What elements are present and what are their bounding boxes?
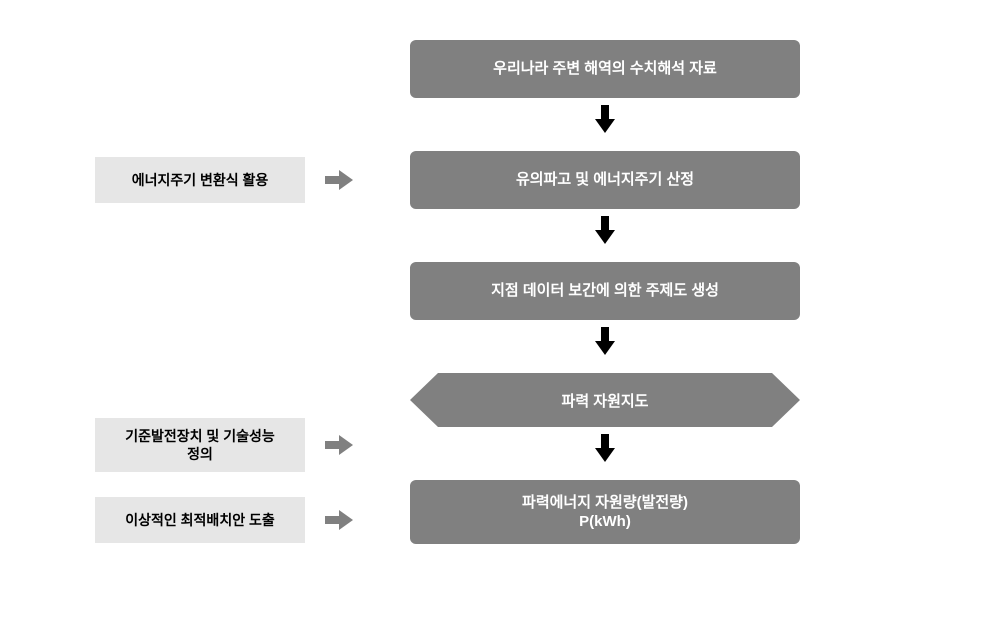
side-note-3-label: 이상적인 최적배치안 도출 (125, 511, 274, 529)
side-note-2: 기준발전장치 및 기술성능 정의 (95, 418, 305, 472)
arrow-down-1 (597, 105, 613, 133)
arrow-right-2 (325, 437, 353, 453)
flow-node-1-label: 우리나라 주변 해역의 수치해석 자료 (493, 59, 717, 79)
arrow-down-4 (597, 434, 613, 462)
side-note-1-label: 에너지주기 변환식 활용 (132, 171, 269, 189)
flow-node-5: 파력에너지 자원량(발전량) P(kWh) (410, 480, 800, 544)
side-note-3: 이상적인 최적배치안 도출 (95, 497, 305, 543)
side-note-2-label: 기준발전장치 및 기술성능 정의 (125, 427, 274, 463)
side-note-1: 에너지주기 변환식 활용 (95, 157, 305, 203)
hexagon-right-cap (772, 373, 800, 427)
arrow-down-3 (597, 327, 613, 355)
flow-node-3-label: 지점 데이터 보간에 의한 주제도 생성 (491, 281, 719, 301)
arrow-right-3 (325, 512, 353, 528)
hexagon-left-cap (410, 373, 438, 427)
flow-node-5-label: 파력에너지 자원량(발전량) P(kWh) (522, 493, 688, 532)
flow-node-4-label: 파력 자원지도 (562, 390, 649, 411)
flow-node-4: 파력 자원지도 (438, 373, 772, 427)
flow-node-1: 우리나라 주변 해역의 수치해석 자료 (410, 40, 800, 98)
flow-node-2-label: 유의파고 및 에너지주기 산정 (516, 170, 694, 190)
arrow-down-2 (597, 216, 613, 244)
flow-node-3: 지점 데이터 보간에 의한 주제도 생성 (410, 262, 800, 320)
flow-node-2: 유의파고 및 에너지주기 산정 (410, 151, 800, 209)
arrow-right-1 (325, 172, 353, 188)
